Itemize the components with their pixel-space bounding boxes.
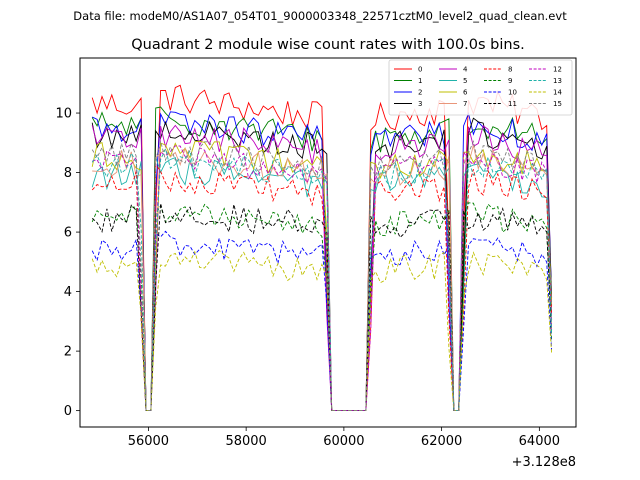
legend-box (388, 59, 573, 116)
legend-label: 3 (418, 100, 422, 108)
legend-label: 10 (508, 89, 517, 97)
legend-label: 9 (508, 77, 512, 85)
series-layer (91, 84, 553, 412)
y-tick-label: 4 (64, 285, 72, 300)
legend-label: 7 (463, 100, 467, 108)
series-line-7 (92, 145, 553, 412)
legend-label: 8 (508, 66, 512, 74)
series-line-8 (91, 163, 553, 412)
series-line-11 (91, 203, 553, 412)
series-line-14 (91, 249, 553, 412)
series-line-3 (91, 117, 553, 412)
x-offset-label: +3.128e8 (512, 455, 576, 470)
legend-label: 14 (553, 89, 562, 97)
plot-border (79, 57, 577, 428)
suptitle: Data file: modeM0/AS1A07_054T01_90000033… (73, 9, 567, 23)
y-axis: 0 2 4 6 8 10 (55, 107, 80, 419)
series-line-13 (91, 147, 553, 412)
x-tick-label: 62000 (421, 434, 462, 449)
legend-label: 4 (463, 66, 468, 74)
legend-label: 1 (418, 77, 422, 85)
y-tick-label: 10 (55, 107, 72, 122)
chart-title: Quadrant 2 module wise count rates with … (131, 37, 525, 53)
legend-label: 11 (508, 100, 517, 108)
series-line-6 (91, 140, 553, 412)
legend-label: 6 (463, 89, 468, 97)
x-tick-label: 60000 (323, 434, 364, 449)
legend-label: 12 (553, 66, 562, 74)
x-tick-label: 56000 (128, 434, 169, 449)
y-tick-label: 6 (64, 226, 72, 241)
series-line-9 (91, 202, 553, 412)
series-line-2 (92, 111, 553, 412)
legend-label: 15 (553, 100, 562, 108)
x-axis: 56000 58000 60000 62000 64000 (128, 427, 560, 449)
y-tick-label: 2 (64, 345, 72, 360)
y-tick-label: 8 (64, 166, 72, 181)
legend-label: 2 (418, 89, 422, 97)
y-tick-label: 0 (64, 404, 72, 419)
x-tick-label: 58000 (225, 434, 266, 449)
series-line-5 (91, 156, 553, 412)
legend-label: 13 (553, 77, 562, 85)
series-line-10 (91, 230, 553, 412)
x-tick-label: 64000 (519, 434, 560, 449)
legend-label: 5 (463, 77, 467, 85)
legend-label: 0 (418, 66, 422, 74)
series-line-12 (92, 145, 553, 412)
